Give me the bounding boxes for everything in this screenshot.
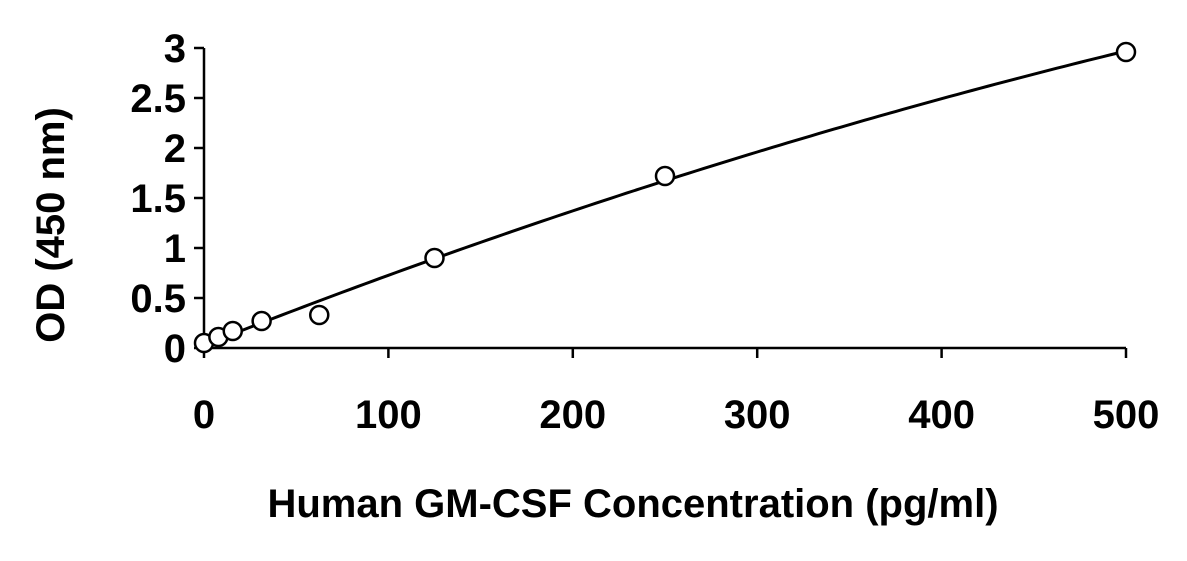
data-point bbox=[424, 247, 445, 269]
y-tick-label: 3 bbox=[164, 27, 186, 71]
x-tick-label: 200 bbox=[539, 393, 606, 437]
y-tick-label: 1.5 bbox=[130, 177, 186, 221]
data-point bbox=[309, 304, 330, 326]
y-axis-ticks: 0 0.5 1 1.5 2 2.5 3 bbox=[130, 27, 204, 371]
y-tick-label: 1 bbox=[164, 227, 186, 271]
data-point bbox=[251, 310, 272, 332]
y-axis-title: OD (450 nm) bbox=[29, 107, 73, 343]
fit-curve bbox=[203, 49, 1127, 347]
x-tick-label: 500 bbox=[1093, 393, 1160, 437]
y-tick-label: 0 bbox=[164, 327, 186, 371]
data-point bbox=[222, 320, 244, 342]
y-tick-label: 2 bbox=[164, 127, 186, 171]
x-tick-label: 300 bbox=[724, 393, 791, 437]
data-point bbox=[654, 165, 676, 187]
y-tick-label: 0.5 bbox=[130, 277, 186, 321]
x-axis-ticks: 0 100 200 300 400 500 bbox=[193, 348, 1160, 437]
x-tick-label: 0 bbox=[193, 393, 215, 437]
y-tick-label: 2.5 bbox=[130, 77, 186, 121]
x-tick-label: 400 bbox=[908, 393, 975, 437]
x-axis-title: Human GM-CSF Concentration (pg/ml) bbox=[267, 482, 998, 526]
data-points bbox=[193, 41, 1137, 354]
data-point bbox=[1115, 41, 1137, 63]
x-tick-label: 100 bbox=[355, 393, 422, 437]
